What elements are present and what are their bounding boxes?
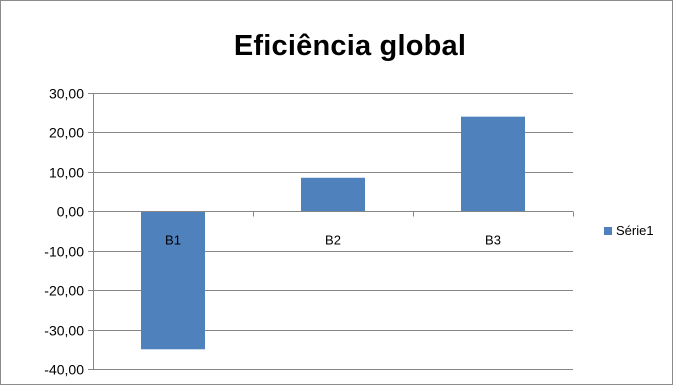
y-tick-label: -40,00	[44, 362, 84, 378]
y-tick-label: -30,00	[44, 323, 84, 339]
x-tick-label: B2	[325, 232, 341, 247]
x-tick-label: B1	[165, 232, 181, 247]
y-tick-label: 20,00	[49, 125, 84, 141]
legend-label: Série1	[616, 223, 654, 238]
y-tick-label: 10,00	[49, 165, 84, 181]
y-tick-label: 30,00	[49, 86, 84, 102]
y-tick-label: -10,00	[44, 244, 84, 260]
y-tick-label: 0,00	[57, 204, 84, 220]
bar-b1	[141, 211, 205, 350]
x-tick-label: B3	[485, 232, 501, 247]
bar-b3	[461, 116, 525, 212]
y-tick-label: -20,00	[44, 283, 84, 299]
bar-b2	[301, 177, 365, 212]
legend-swatch	[604, 226, 612, 235]
legend: Série1	[604, 223, 654, 238]
chart-title: Eficiência global	[233, 30, 467, 62]
